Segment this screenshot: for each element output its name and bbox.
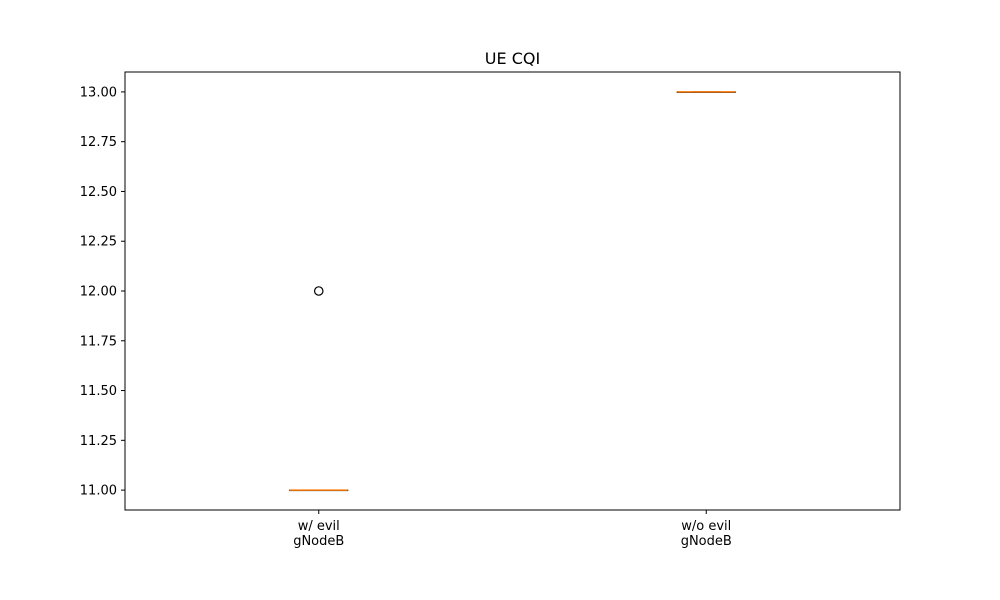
y-axis: 11.00 11.25 11.50 11.75 12.00 12.25 12.50 12.75…: [80, 85, 125, 499]
y-tick-label: 11.50: [80, 384, 117, 399]
y-tick-label: 12.75: [80, 135, 117, 150]
boxes: [289, 91, 736, 492]
y-tick-label: 12.50: [80, 185, 117, 200]
y-tick-label: 12.25: [80, 235, 117, 250]
y-tick-label: 11.25: [80, 434, 117, 449]
y-tick-label: 13.00: [80, 85, 117, 100]
chart-title: UE CQI: [485, 49, 540, 68]
x-axis: w/ evil gNodeB w/o evil gNodeB: [293, 510, 732, 549]
y-tick-label: 12.00: [80, 285, 117, 300]
x-tick-label: w/ evil gNodeB: [293, 519, 344, 549]
plot-frame: [124, 71, 901, 511]
y-tick-label: 11.00: [80, 484, 117, 499]
y-tick-label: 11.75: [80, 334, 117, 349]
outlier-point: [313, 286, 324, 296]
x-tick-label: w/o evil gNodeB: [681, 519, 732, 549]
